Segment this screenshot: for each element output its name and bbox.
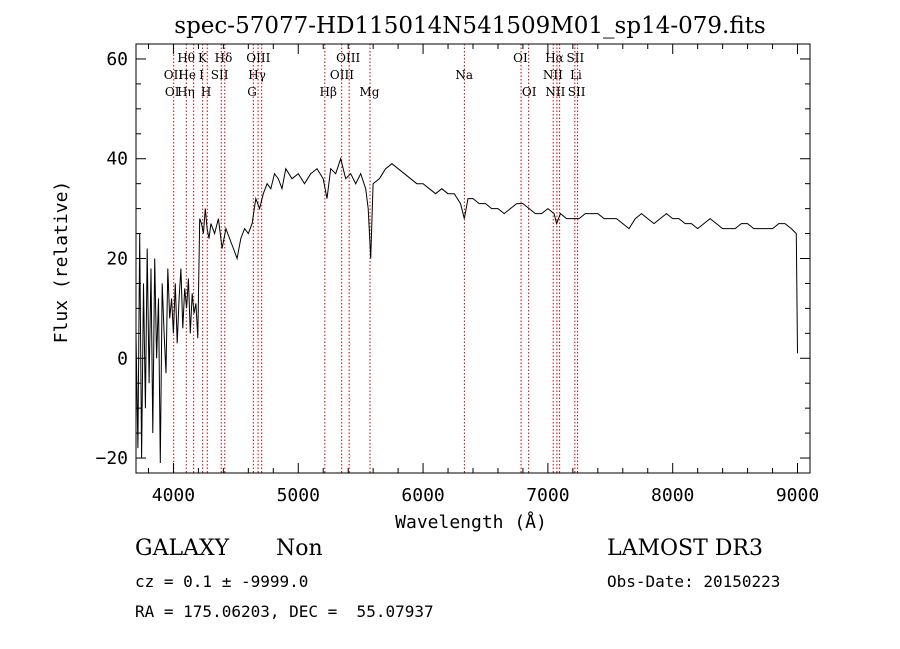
- y-tick-label: 40: [106, 149, 128, 170]
- line-label: Hα: [545, 51, 564, 65]
- object-subclass-label: Non: [276, 536, 323, 561]
- line-marker-group: [173, 44, 579, 473]
- object-class-label: GALAXY: [135, 536, 230, 561]
- line-label: OIII: [336, 51, 360, 65]
- line-label: OI: [165, 85, 180, 99]
- line-label: Na: [455, 68, 473, 82]
- x-tick-label: 7000: [526, 485, 569, 506]
- chart-title: spec-57077-HD115014N541509M01_sp14-079.f…: [174, 13, 765, 39]
- y-tick-label: 0: [117, 348, 128, 369]
- line-label: NII: [545, 85, 565, 99]
- line-label: Li: [570, 68, 582, 82]
- line-label: I: [199, 68, 204, 82]
- line-label: SII: [568, 85, 586, 99]
- x-tick-label: 8000: [651, 485, 694, 506]
- line-label: Hη: [177, 85, 195, 99]
- x-tick-label: 5000: [277, 485, 320, 506]
- spectrum-line: [135, 156, 798, 464]
- line-label: NII: [543, 68, 563, 82]
- line-label: G: [247, 85, 257, 99]
- y-axis-ticks: −20 0 20 40 60: [95, 49, 810, 469]
- x-tick-label: 4000: [152, 485, 195, 506]
- line-label: Hθ: [177, 51, 195, 65]
- y-axis-label: Flux (relative): [51, 181, 72, 344]
- x-tick-label: 6000: [401, 485, 444, 506]
- ra-dec-readout: RA = 175.06203, DEC = 55.07937: [135, 602, 434, 621]
- y-tick-label: −20: [95, 448, 128, 469]
- line-label: OIII: [246, 51, 270, 65]
- y-tick-label: 60: [106, 49, 128, 70]
- data-release-label: LAMOST DR3: [607, 536, 763, 561]
- line-label: SII: [566, 51, 584, 65]
- y-tick-label: 20: [106, 249, 128, 270]
- line-label: OIII: [330, 68, 354, 82]
- observation-date: Obs-Date: 20150223: [607, 572, 781, 591]
- x-tick-label: 9000: [776, 485, 819, 506]
- line-label: SII: [211, 68, 229, 82]
- line-label: Mg: [359, 85, 379, 99]
- line-label: He: [178, 68, 196, 82]
- redshift-readout: cz = 0.1 ± -9999.0: [135, 572, 309, 591]
- line-label: Hβ: [320, 85, 337, 99]
- line-label: OI: [513, 51, 528, 65]
- line-label: Hγ: [248, 68, 266, 82]
- line-label: H: [201, 85, 211, 99]
- line-label: OII: [164, 68, 184, 82]
- line-label: Hδ: [215, 51, 233, 65]
- x-axis-label: Wavelength (Å): [395, 511, 547, 533]
- x-axis-ticks: 4000 5000 6000 7000 8000 9000: [147, 44, 819, 506]
- line-label: OI: [522, 85, 537, 99]
- line-label: K: [198, 51, 208, 65]
